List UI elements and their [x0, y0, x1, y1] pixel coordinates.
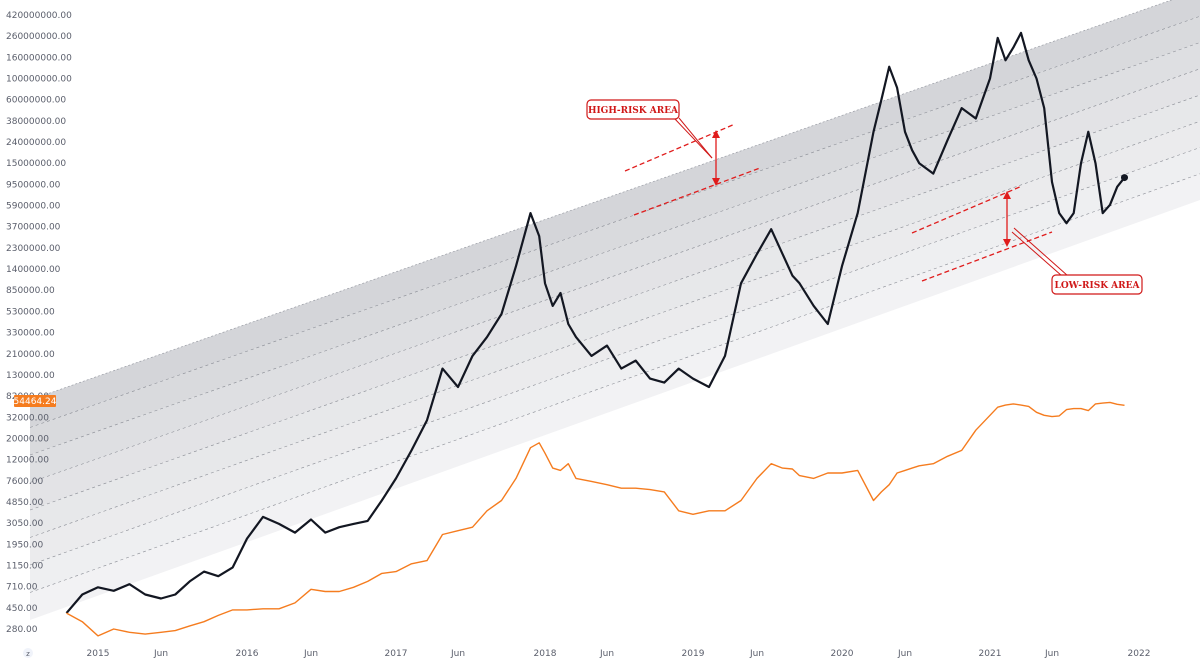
- low-risk-label: LOW-RISK AREA: [1055, 281, 1141, 291]
- x-tick-label: Jun: [153, 649, 168, 659]
- low-risk-leader-line-b: [1013, 227, 1069, 277]
- low-risk-upper-line: [911, 185, 1023, 234]
- low-risk-leader-line-a: [1011, 231, 1063, 277]
- y-tick-label: 530000.00: [6, 307, 55, 317]
- x-tick-label: Jun: [897, 649, 912, 659]
- x-tick-label: 2015: [87, 649, 110, 659]
- y-tick-label: 5900000.00: [6, 202, 61, 212]
- y-tick-label: 3700000.00: [6, 223, 61, 233]
- y-tick-label: 3050.00: [6, 519, 43, 529]
- x-tick-label: 2018: [534, 649, 557, 659]
- risk-band: [30, 121, 1200, 565]
- axis-badge-label: z: [26, 650, 30, 658]
- x-axis: 2015 Jun 2016 Jun 2017 Jun 2018 Jun 2019 Jun 2020 J…: [87, 649, 1151, 659]
- axis-badge-circle[interactable]: [23, 648, 33, 658]
- y-tick-label: 260000000.00: [6, 32, 72, 42]
- low-risk-arrow-head-top: [1003, 191, 1011, 199]
- band-divider: [29, 94, 1200, 511]
- risk-band: [30, 0, 1200, 428]
- band-divider: [29, 15, 1200, 428]
- y-tick-label: 12000.00: [6, 456, 49, 466]
- annotations: HIGH-RISK AREA LOW-RISK AREA: [586, 99, 1143, 295]
- y-tick-label: 100000000.00: [6, 75, 72, 85]
- risk-band: [30, 68, 1200, 510]
- y-tick-label: 4850.00: [6, 498, 43, 508]
- y-tick-label: 20000.00: [6, 434, 49, 444]
- y-tick-label: 38000000.00: [6, 117, 66, 127]
- y-tick-label: 330000.00: [6, 329, 55, 339]
- band-divider: [29, 120, 1200, 538]
- high-risk-leader-line-a: [673, 117, 713, 159]
- high-risk-label: HIGH-RISK AREA: [588, 106, 679, 116]
- high-risk-leader-line-b: [678, 117, 713, 159]
- axis-badge[interactable]: z: [23, 648, 33, 658]
- risk-band: [30, 95, 1200, 538]
- y-tick-label: 420000000.00: [6, 11, 72, 21]
- price-series: [65, 31, 1128, 637]
- y-tick-label: 1400000.00: [6, 265, 61, 275]
- x-tick-label: Jun: [450, 649, 465, 659]
- band-divider: [29, 42, 1200, 456]
- risk-bands: [29, 0, 1200, 620]
- high-risk-arrow-head-top: [712, 130, 720, 138]
- low-risk-arrow-head-bottom: [1003, 239, 1011, 247]
- x-tick-label: Jun: [599, 649, 614, 659]
- x-tick-label: Jun: [1044, 649, 1059, 659]
- x-tick-label: 2019: [682, 649, 705, 659]
- y-tick-label: 9500000.00: [6, 180, 61, 190]
- risk-band: [30, 173, 1200, 620]
- high-risk-lower-line: [633, 167, 761, 216]
- y-tick-label: 15000000.00: [6, 159, 66, 169]
- y-tick-label: 1950.00: [6, 540, 43, 550]
- black-series-endpoint: [1121, 174, 1128, 182]
- x-tick-label: Jun: [303, 649, 318, 659]
- x-tick-label: Jun: [749, 649, 764, 659]
- high-risk-arrow-head-bottom: [712, 178, 720, 186]
- x-tick-label: 2017: [385, 649, 408, 659]
- x-tick-label: 2021: [979, 649, 1002, 659]
- risk-band: [30, 147, 1200, 593]
- y-tick-label: 160000000.00: [6, 53, 72, 63]
- low-risk-lower-line: [921, 231, 1053, 282]
- orange-series-line: [66, 401, 1125, 637]
- risk-band: [30, 42, 1200, 483]
- high-risk-label-box: [586, 99, 680, 120]
- band-divider: [29, 68, 1200, 483]
- y-tick-label: 2300000.00: [6, 244, 61, 254]
- x-tick-label: 2022: [1128, 649, 1151, 659]
- y-tick-label: 32000.00: [6, 413, 49, 423]
- black-series-line: [65, 31, 1126, 614]
- low-risk-range: LOW-RISK AREA: [911, 185, 1143, 295]
- x-tick-label: 2016: [236, 649, 259, 659]
- y-tick-label: 280.00: [6, 625, 38, 635]
- y-tick-label: 7600.00: [6, 477, 43, 487]
- y-tick-label: 710.00: [6, 583, 38, 593]
- low-risk-label-box: [1051, 274, 1143, 295]
- y-tick-label: 450.00: [6, 604, 38, 614]
- x-tick-label: 2020: [831, 649, 854, 659]
- current-price-tag: 54464.24: [14, 395, 57, 407]
- risk-band: [30, 16, 1200, 455]
- y-tick-label: 130000.00: [6, 371, 55, 381]
- y-tick-label: 24000000.00: [6, 138, 66, 148]
- y-tick-label: 210000.00: [6, 350, 55, 360]
- current-price-tag-label: 54464.24: [14, 397, 57, 407]
- y-tick-label: 850000.00: [6, 286, 55, 296]
- y-tick-label: 1150.00: [6, 561, 43, 571]
- current-price-tag-bg: [14, 395, 56, 407]
- y-tick-label: 60000000.00: [6, 96, 66, 106]
- high-risk-range: HIGH-RISK AREA: [586, 99, 761, 216]
